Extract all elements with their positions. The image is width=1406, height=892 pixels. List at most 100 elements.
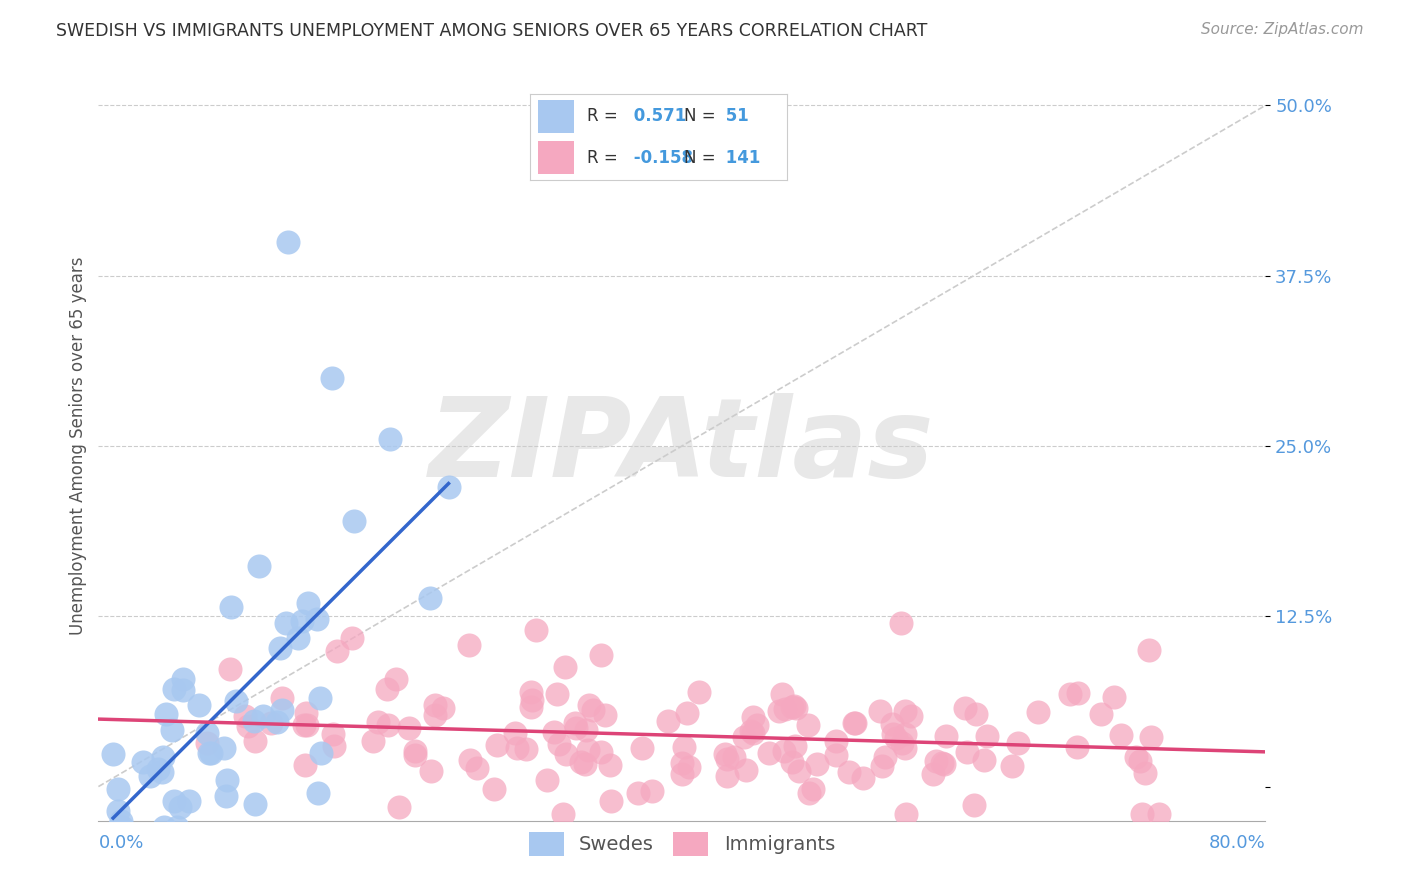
Point <box>543 725 565 739</box>
Point <box>322 739 344 754</box>
Point <box>806 756 828 771</box>
Point <box>716 769 738 783</box>
Point <box>536 772 558 787</box>
Point <box>291 614 314 628</box>
Point <box>243 734 266 748</box>
Point <box>108 821 131 835</box>
Point <box>716 751 738 765</box>
Point <box>1149 806 1171 821</box>
Point <box>287 632 309 646</box>
Point <box>688 685 710 699</box>
Point <box>631 741 654 756</box>
Point <box>437 480 460 494</box>
Point <box>1059 687 1081 701</box>
Point <box>935 729 957 743</box>
Point <box>172 672 194 686</box>
Point <box>1130 806 1153 821</box>
Point <box>269 640 291 655</box>
Point <box>768 704 790 718</box>
Point <box>247 558 270 573</box>
Point <box>890 735 912 749</box>
Point <box>742 710 765 724</box>
Point <box>894 740 917 755</box>
Point <box>215 789 238 804</box>
Point <box>107 804 129 818</box>
Point <box>673 739 696 754</box>
Point <box>1125 750 1147 764</box>
Point <box>520 700 543 714</box>
Text: 0.0%: 0.0% <box>98 834 143 852</box>
Point <box>976 730 998 744</box>
Point <box>803 782 825 797</box>
Point <box>172 682 194 697</box>
Point <box>884 731 907 745</box>
Point <box>212 740 235 755</box>
Point <box>955 700 977 714</box>
Point <box>773 744 796 758</box>
Point <box>367 715 389 730</box>
Point <box>187 698 209 712</box>
Point <box>169 800 191 814</box>
Point <box>163 681 186 696</box>
Point <box>872 759 894 773</box>
Point <box>783 739 806 753</box>
Point <box>420 764 443 779</box>
Point <box>482 781 505 796</box>
Legend: Swedes, Immigrants: Swedes, Immigrants <box>520 824 844 863</box>
Point <box>956 745 979 759</box>
Point <box>641 784 664 798</box>
Point <box>740 723 762 738</box>
Point <box>900 709 922 723</box>
Point <box>882 726 904 740</box>
Point <box>321 371 343 385</box>
Point <box>589 745 612 759</box>
Point <box>576 743 599 757</box>
Point <box>243 797 266 811</box>
Point <box>676 706 699 720</box>
Point <box>973 753 995 767</box>
Point <box>627 785 650 799</box>
Point <box>155 706 177 721</box>
Point <box>782 700 804 714</box>
Point <box>309 746 332 760</box>
Point <box>921 766 943 780</box>
Point <box>506 740 529 755</box>
Point <box>325 644 347 658</box>
Point <box>1007 736 1029 750</box>
Point <box>564 721 586 735</box>
Point <box>307 786 329 800</box>
Point <box>574 756 596 771</box>
Point <box>782 698 804 713</box>
Point <box>934 757 956 772</box>
Point <box>1133 766 1156 780</box>
Point <box>197 747 219 761</box>
Point <box>458 638 481 652</box>
Point <box>260 715 283 730</box>
Point <box>423 698 446 713</box>
Point <box>775 702 797 716</box>
Point <box>797 718 820 732</box>
Point <box>524 623 547 637</box>
Point <box>107 781 129 796</box>
Point <box>292 717 315 731</box>
Point <box>780 755 803 769</box>
Point <box>890 616 912 631</box>
Point <box>869 704 891 718</box>
Point <box>894 704 917 718</box>
Point <box>838 764 860 779</box>
Point <box>252 709 274 723</box>
Point <box>894 727 917 741</box>
Point <box>1067 686 1090 700</box>
Point <box>322 727 344 741</box>
Point <box>551 806 574 821</box>
Point <box>600 794 623 808</box>
Point <box>152 749 174 764</box>
Point <box>111 821 134 835</box>
Point <box>101 747 124 761</box>
Point <box>388 800 411 814</box>
Point <box>150 765 173 780</box>
Point <box>343 514 366 528</box>
Point <box>714 747 737 762</box>
Point <box>219 662 242 676</box>
Point <box>723 750 745 764</box>
